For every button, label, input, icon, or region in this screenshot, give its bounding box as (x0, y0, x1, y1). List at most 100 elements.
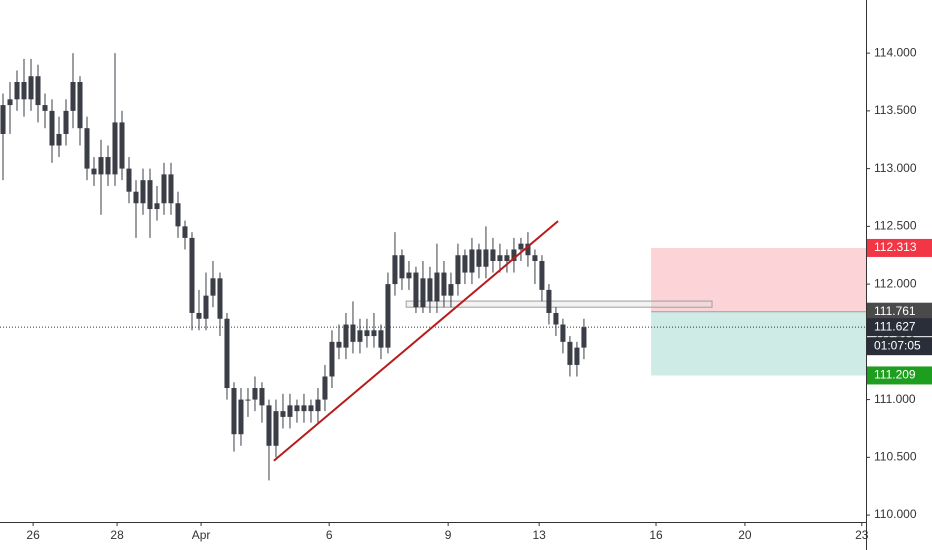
candle-body (133, 191, 139, 204)
candle-body (189, 237, 195, 313)
x-tick-label: 28 (110, 528, 124, 542)
countdown-box (867, 337, 932, 356)
y-tick-label: 112.000 (874, 276, 917, 290)
candle-body (371, 330, 377, 337)
x-tick-label: 16 (649, 528, 663, 542)
entry-price-label: 111.761 (874, 304, 916, 318)
candle-body (378, 330, 384, 348)
candle-body (497, 255, 503, 261)
candle-body (203, 295, 209, 319)
zone-rectangle (405, 300, 713, 308)
candle-body (539, 261, 545, 290)
candle-body (217, 278, 223, 319)
candle-body (287, 405, 293, 417)
candle-body (280, 411, 286, 417)
candle-body (574, 347, 580, 365)
candle-body (392, 255, 398, 285)
candle-body (476, 249, 482, 267)
candle-body (336, 341, 342, 348)
candle-body (357, 330, 363, 342)
candle-body (175, 203, 181, 227)
candle-body (553, 312, 559, 325)
candle-body (294, 405, 300, 412)
x-tick-label: 13 (532, 528, 546, 542)
candle-body (322, 376, 328, 400)
candle-body (329, 341, 335, 377)
entry-price-label-box (867, 302, 932, 321)
candle-body (154, 203, 160, 210)
candle-body (581, 327, 587, 348)
candle-body (441, 272, 447, 296)
candle-body (42, 105, 48, 111)
candle-body (161, 174, 167, 204)
candle-body (63, 110, 69, 134)
candle-body (168, 174, 174, 204)
last-price-label-box (867, 318, 932, 337)
candle-body (56, 133, 62, 146)
candle-body (511, 249, 517, 261)
x-tick-label: Apr (192, 528, 211, 542)
candle-body (266, 405, 272, 446)
candle-body (364, 330, 370, 337)
candle-body (84, 128, 90, 169)
candle-body (462, 255, 468, 273)
candle-body (238, 399, 244, 435)
stop-price-label: 112.313 (874, 240, 917, 254)
x-tick-label: 6 (326, 528, 333, 542)
candle-body (28, 76, 34, 100)
x-tick-label: 9 (445, 528, 452, 542)
candle-body (91, 168, 97, 175)
candle-body (504, 255, 510, 261)
candle-body (112, 122, 118, 175)
candle-body (196, 312, 202, 319)
target-price-label: 111.209 (874, 368, 916, 382)
candle-body (21, 81, 27, 100)
candle-body (147, 180, 153, 210)
candle-body (98, 157, 104, 175)
stop-price-label-box (867, 238, 932, 257)
candle-body (427, 278, 433, 302)
candle-body (420, 278, 426, 308)
candle-body (315, 399, 321, 412)
time-axis (0, 522, 866, 550)
candle-body (182, 226, 188, 238)
candle-body (490, 249, 496, 261)
candle-body (126, 168, 132, 192)
candle-body (210, 278, 216, 296)
candle-body (385, 284, 391, 348)
x-tick-label: 23 (855, 528, 869, 542)
candle-body (119, 122, 125, 169)
candle-body (245, 399, 251, 401)
candle-body (259, 388, 265, 406)
countdown: 01:07:05 (874, 338, 921, 352)
candle-body (350, 324, 356, 342)
candle-body (546, 289, 552, 313)
y-tick-label: 113.000 (874, 161, 917, 175)
candle-body (105, 157, 111, 175)
candle-body (483, 249, 489, 267)
candle-body (273, 411, 279, 446)
y-tick-label: 111.000 (874, 392, 916, 406)
candle-body (469, 249, 475, 273)
candle-body (560, 324, 566, 342)
x-tick-label: 20 (738, 528, 752, 542)
candle-body (14, 81, 20, 100)
candle-body (455, 255, 461, 285)
candle-body (406, 272, 412, 279)
candle-body (567, 341, 573, 365)
target-zone (651, 311, 866, 376)
candle-body (77, 81, 83, 129)
candle-body (140, 180, 146, 204)
candle-body (448, 284, 454, 296)
y-tick-label: 113.500 (874, 103, 917, 117)
trendline (273, 220, 559, 462)
candle-body (224, 318, 230, 389)
candle-body (518, 243, 524, 250)
y-tick-label: 110.000 (874, 507, 917, 521)
candle-body (7, 99, 13, 106)
y-tick-label: 110.500 (874, 449, 917, 463)
candle-body (343, 324, 349, 348)
candle-body (532, 255, 538, 261)
candle-body (525, 243, 531, 256)
